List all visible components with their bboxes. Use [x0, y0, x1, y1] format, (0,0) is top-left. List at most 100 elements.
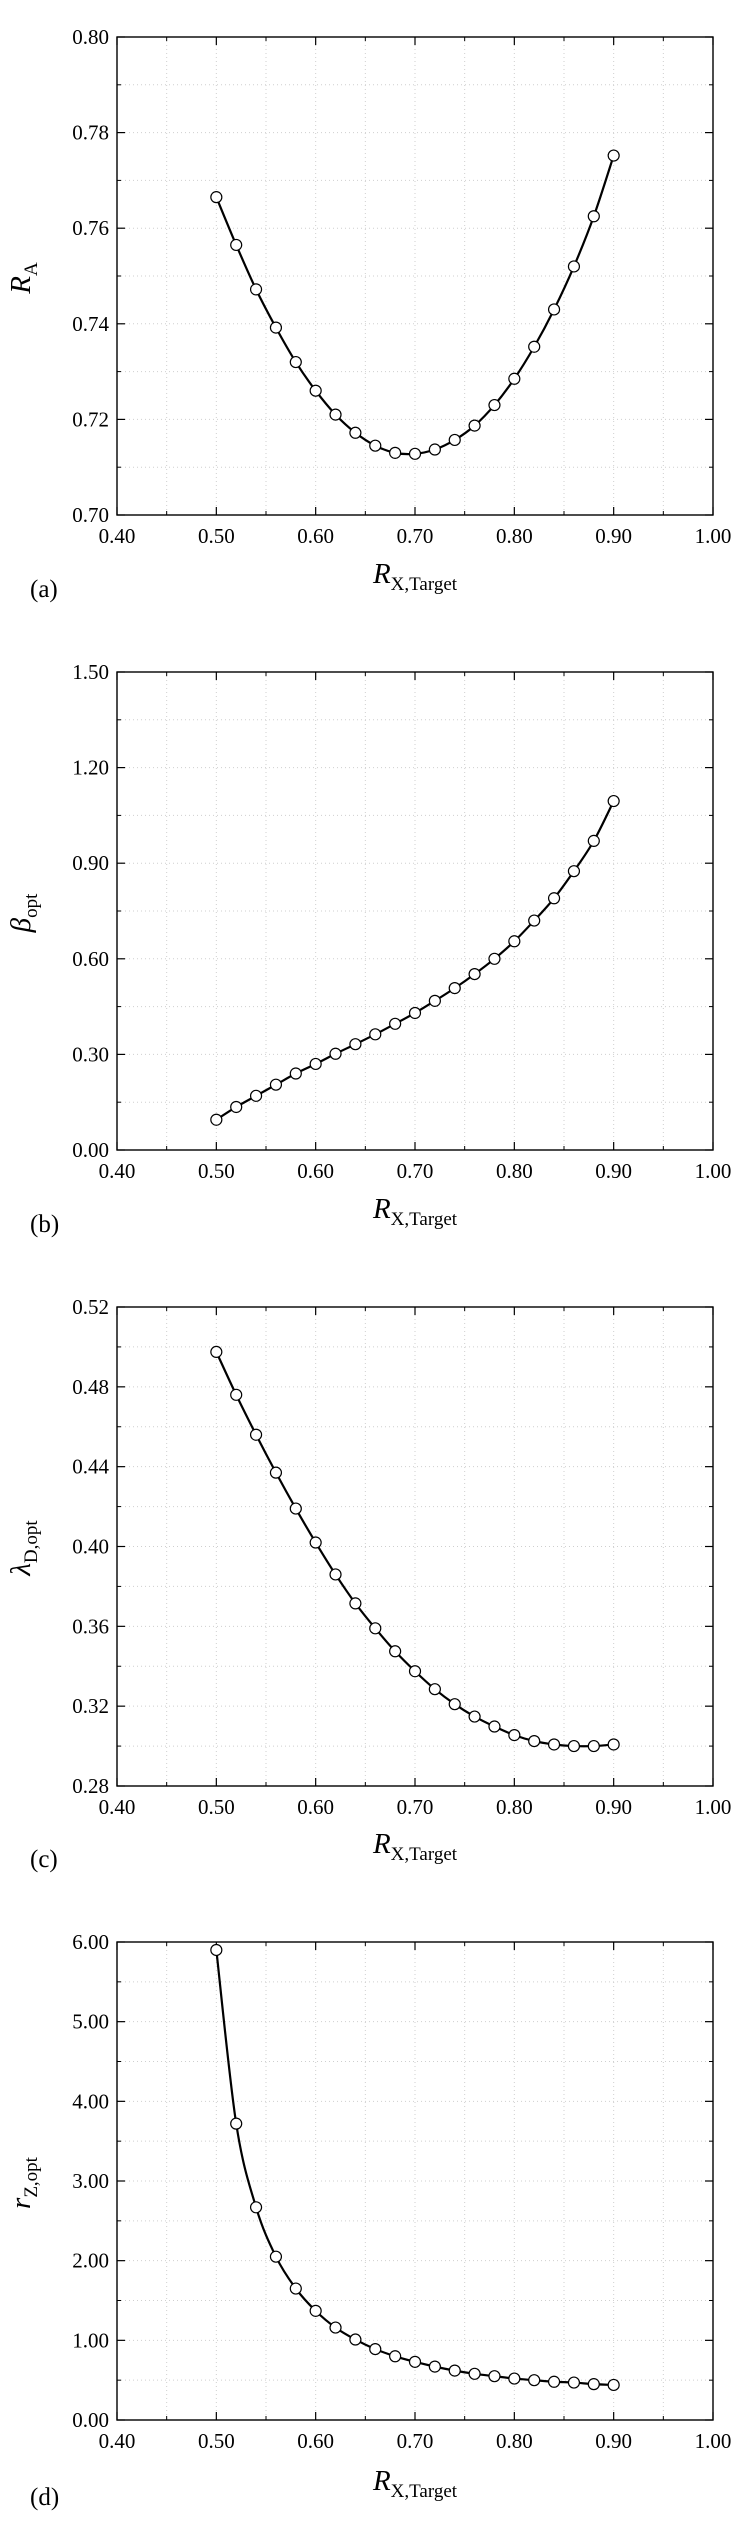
data-point [607, 2378, 620, 2392]
data-point [587, 2378, 600, 2391]
x-axis-label: RX,Target [372, 1193, 458, 1230]
y-tick-label: 0.00 [72, 1138, 109, 1162]
chart-panel-3: 0.40 0.50 0.60 0.70 0.80 0.90 1.00 0.28 0.32 0.36… [5, 1295, 731, 1873]
data-point [508, 935, 521, 948]
data-point [289, 1067, 302, 1080]
data-point [428, 443, 441, 456]
data-point [607, 1738, 620, 1751]
plot-frame [116, 36, 714, 516]
data-point [349, 2333, 362, 2346]
data-point [587, 834, 600, 847]
y-tick-label: 0.90 [72, 851, 109, 875]
y-axis-label: λD,opt [5, 1520, 42, 1577]
y-axis-label: rZ,opt [5, 2156, 42, 2209]
data-point [269, 2250, 283, 2263]
data-point [488, 398, 501, 412]
data-point [289, 2282, 302, 2295]
data-point [230, 1100, 243, 1114]
x-tick-label: 0.60 [297, 524, 334, 548]
y-axis-label-main: λ [5, 1563, 37, 1577]
data-point [369, 1028, 382, 1041]
data-point [329, 1047, 342, 1060]
data-point [528, 1734, 541, 1748]
y-tick-label: 2.00 [72, 2249, 109, 2273]
x-tick-label: 0.50 [198, 1159, 235, 1183]
y-tick-label: 6.00 [72, 1930, 109, 1954]
x-tick-label: 0.80 [496, 1159, 533, 1183]
y-tick-label: 0.40 [72, 1535, 109, 1559]
y-tick-label: 0.80 [72, 25, 109, 49]
y-tick-label: 0.28 [72, 1774, 109, 1798]
y-tick-label: 0.78 [72, 121, 109, 145]
x-axis-label: RX,Target [372, 558, 458, 595]
data-point [369, 1622, 382, 1635]
data-point [349, 426, 362, 439]
data-point [269, 1466, 283, 1479]
y-tick-label: 0.44 [72, 1455, 109, 1479]
data-point [567, 260, 581, 273]
data-point [408, 1006, 422, 1020]
data-point [547, 892, 561, 905]
x-tick-label: 0.50 [198, 524, 235, 548]
data-point [587, 1739, 600, 1753]
data-point [468, 419, 481, 432]
panel-label: (a) [30, 576, 58, 603]
data-point [389, 446, 402, 459]
data-point [488, 1720, 501, 1733]
data-point [389, 2350, 402, 2363]
y-axis-label-sub: D,opt [21, 1520, 42, 1563]
x-tick-label: 0.80 [496, 2429, 533, 2453]
data-point [488, 952, 501, 965]
x-axis-label-sub: X,Target [391, 574, 458, 595]
data-point [448, 1698, 461, 1711]
data-point [448, 2364, 461, 2377]
x-tick-label: 0.80 [496, 1795, 533, 1819]
x-tick-label: 0.90 [595, 524, 632, 548]
x-axis-label-main: R [372, 558, 391, 590]
x-axis-label: RX,Target [372, 1828, 458, 1865]
data-point [508, 2372, 521, 2385]
y-tick-label: 0.52 [72, 1295, 109, 1319]
data-point [230, 2117, 243, 2130]
y-tick-label: 3.00 [72, 2169, 109, 2193]
panel-label: (d) [30, 2484, 59, 2511]
data-point [567, 865, 581, 878]
data-point [587, 210, 600, 223]
x-tick-label: 0.50 [198, 1795, 235, 1819]
x-tick-label: 0.40 [99, 2429, 136, 2453]
x-tick-label: 0.60 [297, 1795, 334, 1819]
x-tick-label: 0.70 [397, 2429, 434, 2453]
x-tick-label: 0.70 [397, 1795, 434, 1819]
data-point [249, 2201, 263, 2214]
data-point [329, 408, 342, 421]
y-tick-label: 0.32 [72, 1694, 109, 1718]
data-point [567, 2376, 581, 2389]
data-point [210, 1943, 223, 1957]
data-point [528, 2374, 541, 2387]
data-point [210, 1345, 223, 1359]
x-tick-label: 0.70 [397, 524, 434, 548]
x-tick-label: 0.90 [595, 1159, 632, 1183]
chart-panel-1: 0.40 0.50 0.60 0.70 0.80 0.90 1.00 0.70 0.72 0.74… [5, 25, 731, 603]
data-point [269, 1078, 283, 1091]
y-axis-label: RA [5, 262, 42, 295]
data-point [508, 1729, 521, 1742]
data-point [448, 433, 461, 447]
x-axis-label-sub: X,Target [391, 2481, 458, 2502]
data-point [547, 2375, 561, 2388]
data-point [408, 2355, 422, 2368]
data-point [428, 2360, 441, 2373]
y-tick-label: 5.00 [72, 2010, 109, 2034]
data-point [289, 355, 302, 369]
x-tick-label: 0.40 [99, 524, 136, 548]
data-point [389, 1645, 402, 1658]
x-tick-label: 0.70 [397, 1159, 434, 1183]
data-point [607, 794, 620, 808]
data-point [468, 1710, 481, 1723]
data-point [249, 1428, 263, 1441]
data-point [528, 914, 541, 927]
x-tick-label: 0.40 [99, 1159, 136, 1183]
data-point [309, 384, 322, 397]
y-tick-label: 0.36 [72, 1614, 109, 1638]
